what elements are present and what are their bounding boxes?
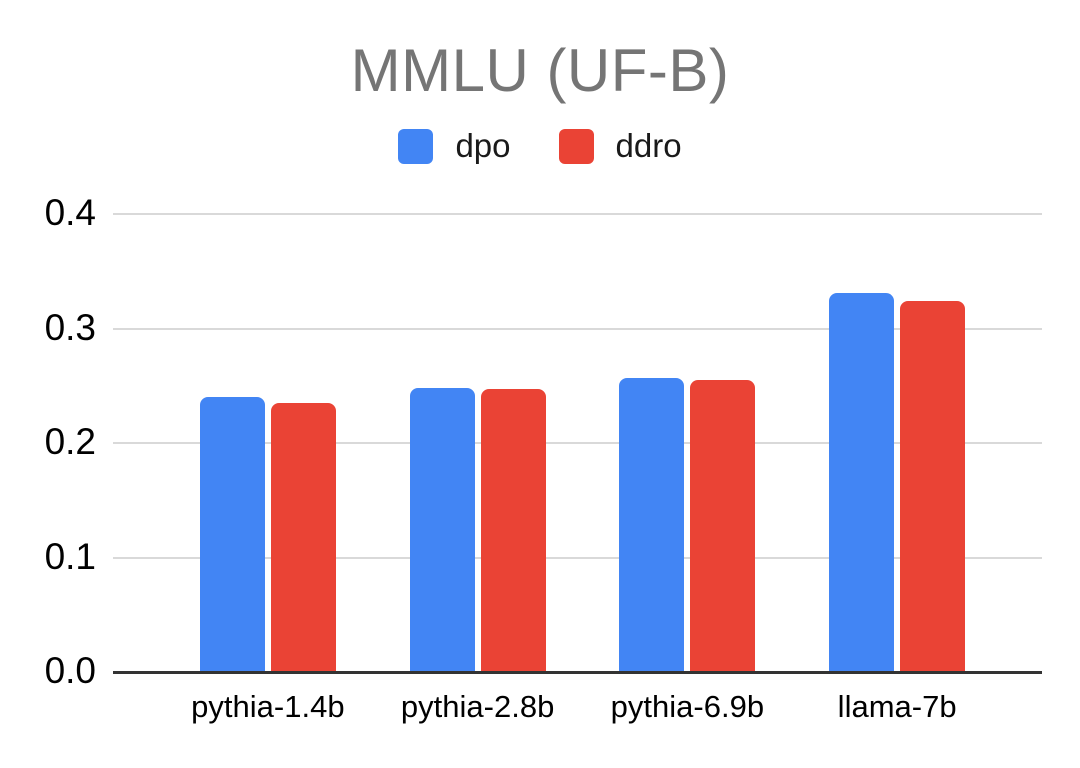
gridline	[113, 327, 1042, 330]
y-tick-label: 0.2	[44, 421, 96, 463]
bar-group: pythia-2.8b	[401, 214, 554, 724]
legend-item-dpo: dpo	[398, 127, 511, 165]
gridline	[113, 442, 1042, 444]
legend: dpo ddro	[0, 127, 1080, 165]
plot-area: pythia-1.4b pythia-2.8b pythia-6.9b llama-7…	[45, 194, 1042, 724]
bar-group: pythia-6.9b	[611, 214, 764, 724]
y-tick-label: 0.0	[44, 650, 96, 692]
legend-label-ddro: ddro	[615, 127, 682, 164]
gridline	[113, 213, 1042, 215]
x-axis-label: pythia-6.9b	[610, 689, 765, 724]
bar-group: llama-7b	[829, 214, 966, 724]
x-axis-line	[113, 671, 1042, 674]
dpo-swatch-icon	[398, 128, 434, 164]
bar-groups: pythia-1.4b pythia-2.8b pythia-6.9b llama-7…	[113, 214, 1042, 724]
gridline	[113, 556, 1042, 559]
chart-title: MMLU (UF-B)	[350, 37, 730, 104]
x-axis-label: llama-7b	[837, 689, 957, 724]
x-axis-label: pythia-1.4b	[191, 689, 345, 724]
bar-ddro	[690, 380, 756, 672]
bar-group: pythia-1.4b	[191, 214, 345, 724]
ddro-swatch-icon	[558, 128, 594, 164]
legend-item-ddro: ddro	[558, 127, 682, 165]
y-tick-label: 0.4	[44, 192, 96, 234]
bar-ddro	[480, 389, 546, 672]
bar-dpo	[619, 377, 685, 672]
legend-label-dpo: dpo	[455, 127, 511, 164]
bar-dpo	[829, 293, 895, 672]
bar-dpo	[199, 397, 265, 672]
y-tick-label: 0.3	[44, 306, 96, 348]
bar-ddro	[270, 402, 336, 672]
bar-ddro	[900, 301, 966, 672]
y-tick-label: 0.1	[44, 535, 96, 577]
x-axis-label: pythia-2.8b	[400, 689, 555, 724]
bar-dpo	[409, 388, 475, 672]
